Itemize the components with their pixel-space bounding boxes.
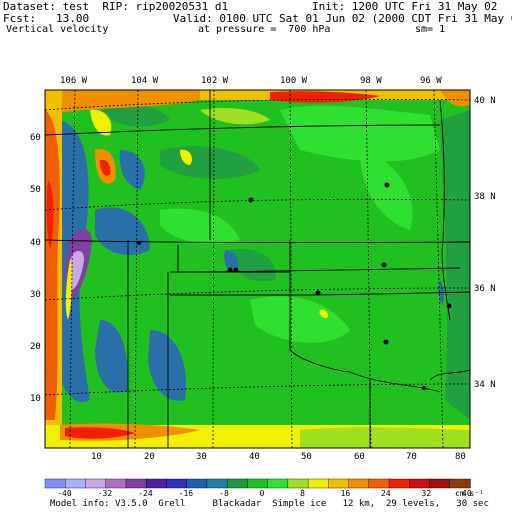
forecast-hour-label: Fcst: 13.00 bbox=[3, 12, 90, 25]
state-boundaries bbox=[44, 90, 471, 448]
lat-label-40n: 40 N bbox=[474, 96, 496, 106]
colorbar-swatch bbox=[429, 478, 451, 489]
x-tick-80: 80 bbox=[455, 452, 466, 462]
valid-time-label: Valid: 0100 UTC Sat 01 Jun 02 (2000 CDT … bbox=[173, 12, 512, 25]
y-tick-60: 60 bbox=[30, 133, 41, 143]
colorbar-swatch bbox=[186, 478, 208, 489]
colorbar-label: 32 bbox=[421, 489, 432, 498]
x-tick-70: 70 bbox=[406, 452, 417, 462]
colorbar-label: 40 bbox=[462, 489, 472, 498]
y-tick-50: 50 bbox=[30, 185, 41, 195]
colorbar-label: 0 bbox=[259, 489, 265, 498]
colorbar-swatch bbox=[65, 478, 87, 489]
lon-label-98w: 98 W bbox=[360, 76, 382, 86]
colorbar-label: 8 bbox=[300, 489, 305, 498]
lon-label-102w: 102 W bbox=[201, 76, 229, 86]
colorbar-units: cm s⁻¹ bbox=[455, 489, 484, 498]
colorbar-swatch bbox=[307, 478, 330, 489]
model-info: Model info: V3.5.0 Grell Blackadar Simpl… bbox=[50, 499, 489, 509]
colorbar-swatch bbox=[449, 478, 471, 489]
colorbar-swatch bbox=[206, 478, 228, 489]
colorbar-swatch bbox=[226, 478, 249, 489]
x-tick-20: 20 bbox=[144, 452, 155, 462]
map-frame bbox=[44, 89, 471, 449]
lat-label-36n: 36 N bbox=[474, 284, 496, 294]
colorbar-swatch bbox=[125, 478, 147, 489]
field-name-label: Vertical velocity bbox=[6, 24, 109, 35]
dataset-label: Dataset: test RIP: rip20020531 d1 bbox=[3, 0, 229, 13]
y-tick-10: 10 bbox=[30, 394, 41, 404]
colorbar-swatch bbox=[145, 478, 168, 489]
colorbar-swatch bbox=[348, 478, 370, 489]
x-tick-30: 30 bbox=[196, 452, 207, 462]
y-tick-40: 40 bbox=[30, 238, 41, 248]
y-tick-20: 20 bbox=[30, 342, 41, 352]
colorbar-swatch bbox=[409, 478, 431, 489]
x-tick-40: 40 bbox=[249, 452, 260, 462]
colorbar-label: 24 bbox=[381, 489, 391, 498]
colorbar-swatch bbox=[328, 478, 350, 489]
city-markers bbox=[137, 182, 452, 390]
colorbar-swatch bbox=[267, 478, 289, 489]
lat-label-34n: 34 N bbox=[474, 380, 496, 390]
pressure-level-label: at pressure = 700 hPa bbox=[198, 24, 331, 35]
colorbar-label: -40 bbox=[57, 489, 72, 498]
lon-label-104w: 104 W bbox=[131, 76, 159, 86]
colorbar-swatch bbox=[388, 478, 410, 489]
colorbar-label: 16 bbox=[340, 489, 351, 498]
lat-lon-grid bbox=[44, 89, 471, 449]
lon-label-106w: 106 W bbox=[60, 76, 88, 86]
colorbar-label: -32 bbox=[97, 489, 113, 498]
lat-label-38n: 38 N bbox=[474, 192, 496, 202]
init-time-label: Init: 1200 UTC Fri 31 May 02 bbox=[312, 0, 498, 13]
colorbar-swatch bbox=[85, 478, 107, 489]
colorbar-swatch bbox=[166, 478, 188, 489]
colorbar-swatch bbox=[247, 478, 269, 489]
colorbar-label: -8 bbox=[219, 489, 229, 498]
colorbar-swatch bbox=[368, 478, 390, 489]
colorbar-swatch bbox=[44, 478, 66, 489]
x-tick-60: 60 bbox=[354, 452, 365, 462]
lon-label-100w: 100 W bbox=[280, 76, 308, 86]
colorbar-swatch bbox=[105, 478, 127, 489]
smoothing-label: sm= 1 bbox=[415, 24, 446, 35]
x-tick-10: 10 bbox=[91, 452, 102, 462]
y-tick-30: 30 bbox=[30, 290, 41, 300]
colorbar-swatch bbox=[287, 478, 309, 489]
colorbar-label: -24 bbox=[138, 489, 153, 498]
colorbar-label: -16 bbox=[178, 489, 194, 498]
x-tick-50: 50 bbox=[301, 452, 312, 462]
lon-label-96w: 96 W bbox=[420, 76, 442, 86]
